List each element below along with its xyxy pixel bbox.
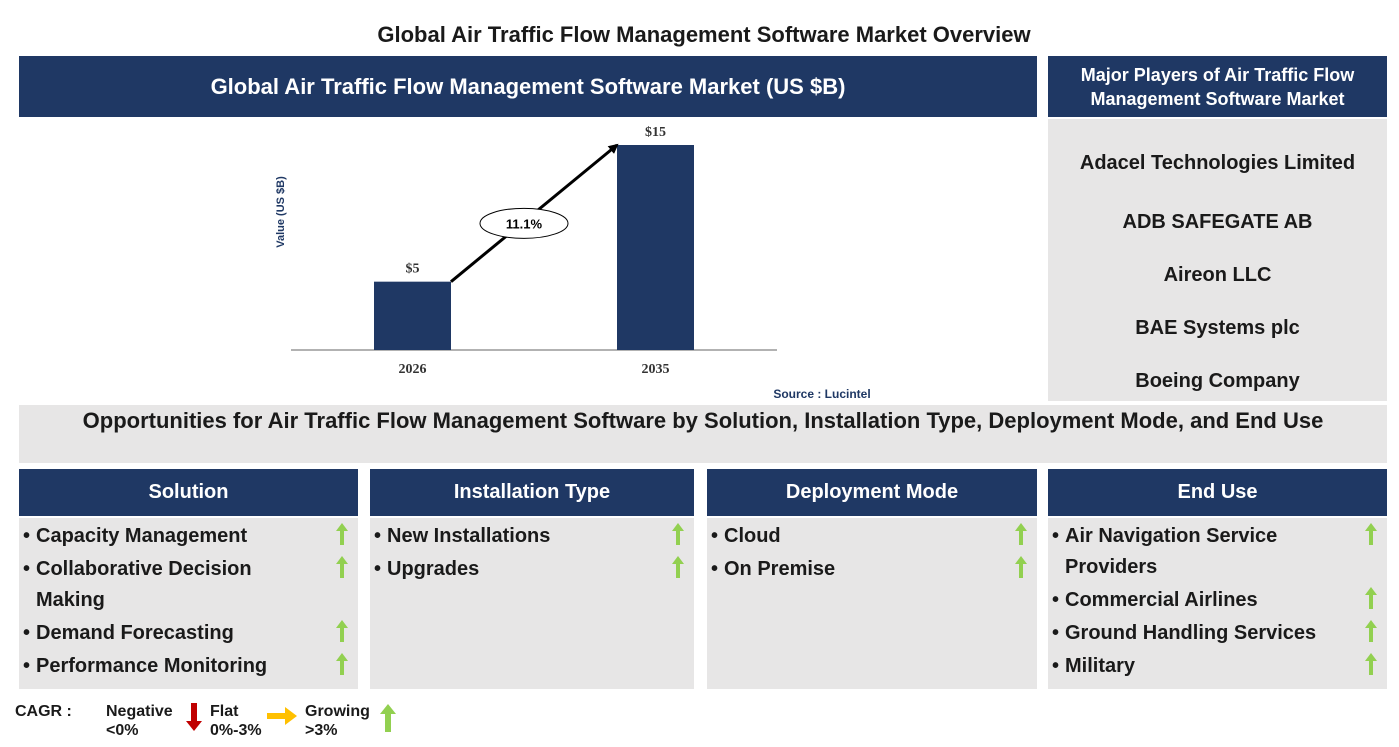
opportunity-item: Cloud — [707, 521, 1037, 552]
legend-text: >3% — [305, 722, 338, 739]
legend-text: Flat — [210, 703, 239, 720]
y-axis-label: Value (US $B) — [275, 176, 287, 248]
opportunity-item: Collaborative Decision Making — [19, 554, 358, 616]
opportunity-item: New Installations — [370, 521, 694, 552]
growth-arrow — [336, 653, 348, 675]
arrow-shape — [336, 620, 348, 642]
opportunity-item: Commercial Airlines — [1048, 585, 1387, 616]
opportunity-item: Ground Handling Services — [1048, 618, 1387, 649]
player: Aireon LLC — [1163, 264, 1272, 286]
legend-right-arrow — [267, 707, 297, 725]
opportunities-title: Opportunities for Air Traffic Flow Manag… — [19, 405, 1387, 463]
source: Source : Lucintel — [773, 387, 870, 401]
opportunity-item: Air Navigation Service Providers — [1048, 521, 1387, 583]
growth-arrow — [1365, 620, 1377, 642]
page-title: Global Air Traffic Flow Management Softw… — [377, 22, 1031, 47]
player: ADB SAFEGATE AB — [1122, 211, 1313, 233]
growth-arrow — [336, 523, 348, 545]
cagr-ellipse — [479, 207, 569, 239]
legend-text: <0% — [106, 722, 139, 739]
arrow-shape — [1015, 523, 1027, 545]
x-tick-label: 2035 — [642, 362, 670, 377]
arrow-shape — [1015, 556, 1027, 578]
arrow-shape — [672, 523, 684, 545]
player: Adacel Technologies Limited — [1079, 152, 1356, 174]
growth-arrow — [672, 556, 684, 578]
cagr-label: 11.1% — [506, 216, 543, 231]
column-body: Air Navigation Service ProvidersCommerci… — [1048, 518, 1387, 689]
opportunity-item: Performance Monitoring — [19, 651, 358, 682]
player: BAE Systems plc — [1135, 317, 1300, 339]
legend-growing: Growing >3% — [305, 702, 370, 740]
chart: Value (US $B) Source : Lucintel 2026 $5 20… — [275, 125, 871, 401]
arrow-shape — [1365, 653, 1377, 675]
column-body: New InstallationsUpgrades — [370, 518, 694, 689]
column-body: Capacity ManagementCollaborative Decisio… — [19, 518, 358, 689]
growth-arrow — [1015, 523, 1027, 545]
players-title: Major Players of Air Traffic Flow Manage… — [1048, 56, 1387, 117]
bar — [374, 281, 451, 350]
arrow-shape — [336, 653, 348, 675]
opportunity-item: Upgrades — [370, 554, 694, 585]
column-body: CloudOn Premise — [707, 518, 1037, 689]
legend-negative: Negative <0% — [106, 702, 173, 740]
player: Boeing Company — [1135, 370, 1300, 392]
x-tick-label: 2026 — [399, 362, 427, 377]
growth-arrow — [1015, 556, 1027, 578]
growth-arrow — [1365, 653, 1377, 675]
players-panel: Adacel Technologies Limited ADB SAFEGATE … — [1048, 119, 1387, 401]
arrow-shape — [1365, 620, 1377, 642]
legend-flat: Flat 0%-3% — [210, 702, 262, 740]
arrow-shape — [672, 556, 684, 578]
legend-text: Growing — [305, 703, 370, 720]
legend-up-arrow — [380, 704, 396, 732]
value-label: $5 — [406, 262, 420, 277]
opportunity-item: On Premise — [707, 554, 1037, 585]
growth-arrow — [1365, 587, 1377, 609]
column-heading: Installation Type — [370, 469, 694, 516]
legend-text: 0%-3% — [210, 722, 262, 739]
value-label: $15 — [645, 125, 666, 140]
growth-arrow — [336, 556, 348, 578]
column-heading: Solution — [19, 469, 358, 516]
growth-arrow — [336, 620, 348, 642]
arrow-shape — [336, 523, 348, 545]
arrow-shape — [1365, 523, 1377, 545]
column-heading: End Use — [1048, 469, 1387, 516]
bar — [617, 145, 694, 350]
legend-text: Negative — [106, 703, 173, 720]
chart-title: Global Air Traffic Flow Management Softw… — [19, 56, 1037, 117]
legend-label: CAGR : — [15, 703, 72, 720]
opportunity-item: Military — [1048, 651, 1387, 682]
growth-arrow — [672, 523, 684, 545]
legend-down-arrow — [186, 703, 202, 731]
growth-arrow — [1365, 523, 1377, 545]
opportunity-item: Demand Forecasting — [19, 618, 358, 649]
arrow-shape — [1365, 587, 1377, 609]
arrow-shape — [336, 556, 348, 578]
opportunity-item: Capacity Management — [19, 521, 358, 552]
column-heading: Deployment Mode — [707, 469, 1037, 516]
